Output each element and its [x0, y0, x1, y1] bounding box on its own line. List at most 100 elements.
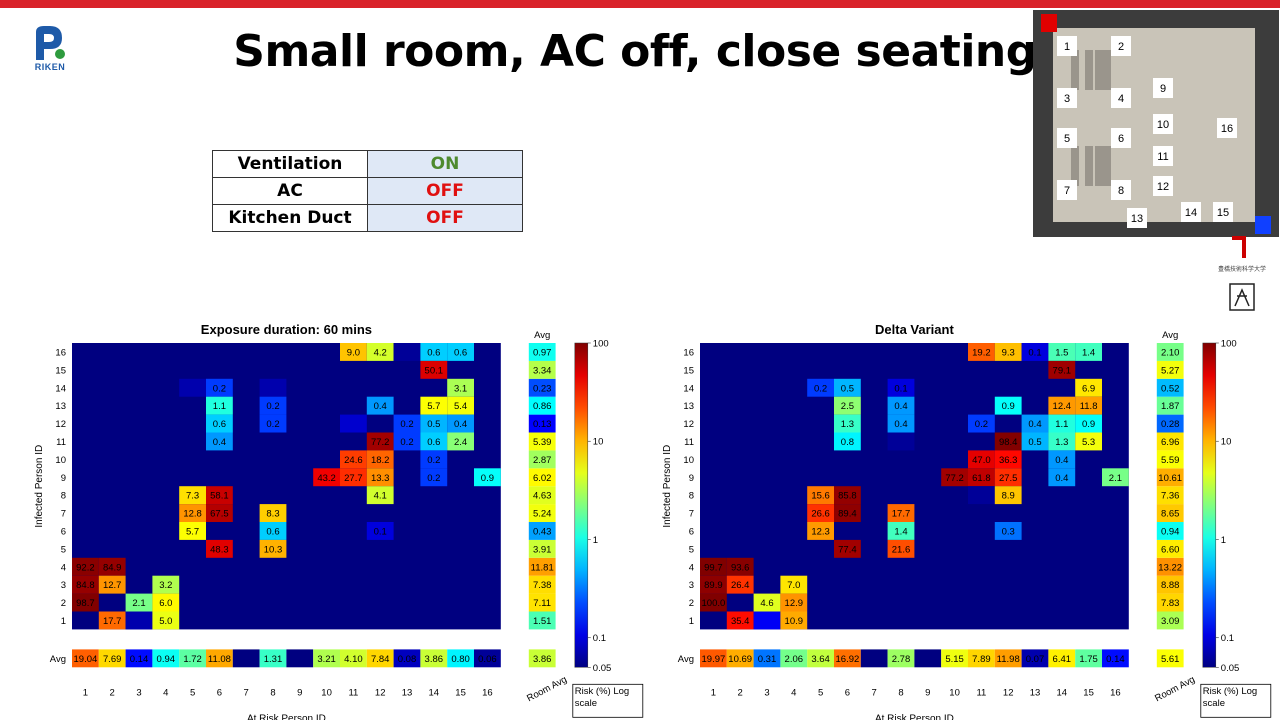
col-avg-fill	[393, 649, 421, 668]
row-avg-cell: 13.22	[1156, 557, 1184, 576]
heatmap-cell-fill	[72, 593, 99, 612]
seat-label-text: 5	[1064, 133, 1070, 145]
seat-label-text: 10	[1157, 119, 1169, 131]
heatmap-cell-label: 43.2	[317, 473, 336, 484]
heatmap-cell-label: 26.6	[811, 509, 830, 520]
heatmap-cell-fill	[834, 414, 861, 433]
heatmap-cell-fill	[340, 414, 367, 433]
heatmap-cell-label: 0.6	[266, 526, 279, 537]
heatmap-cell: 17.7	[887, 504, 915, 522]
row-avg-fill	[528, 468, 556, 487]
heatmap-cell-fill	[152, 593, 180, 612]
heatmap-cell-label: 98.7	[76, 598, 95, 609]
heatmap-cell-fill	[366, 343, 394, 361]
col-avg-fill	[834, 649, 861, 668]
heatmap-cell: 0.4	[887, 414, 915, 433]
col-avg-cell: 7.69	[98, 649, 126, 668]
condition-value: OFF	[367, 204, 523, 232]
heatmap-cell: 9.0	[340, 343, 367, 361]
col-avg-label: 0.07	[1026, 654, 1045, 665]
col-avg-cell: 1.75	[1075, 649, 1102, 668]
heatmap-cell: 84.9	[98, 557, 126, 576]
seat-label-text: 16	[1221, 123, 1233, 135]
row-avg-fill	[1156, 575, 1184, 594]
heatmap-cell-label: 0.9	[1082, 419, 1095, 430]
condition-value: ON	[367, 150, 523, 178]
heatmap-cell-label: 0.6	[427, 437, 440, 448]
row-avg-cell: 8.88	[1156, 575, 1184, 594]
seated-figure	[1071, 50, 1079, 90]
colorbar-tick-label: 0.05	[593, 663, 612, 674]
heatmap-cell-fill	[206, 539, 233, 558]
heatmap-cell: 3.2	[152, 575, 180, 594]
x-tick-label: 14	[1057, 687, 1068, 698]
heatmap-cell-label: 6.9	[1082, 383, 1095, 394]
heatmap-cell: 0.6	[420, 432, 448, 451]
heatmap-cell-fill	[98, 557, 126, 576]
heatmap-cell-label: 2.1	[132, 598, 145, 609]
heatmap-cell-label: 10.9	[785, 616, 804, 627]
row-avg-cell: 0.28	[1156, 414, 1184, 433]
room-avg-cell: 5.61	[1156, 649, 1184, 668]
row-avg-fill	[1156, 557, 1184, 576]
col-avg-fill	[420, 649, 448, 668]
row-avg-fill	[528, 522, 556, 540]
col-avg-label: 0.08	[398, 654, 417, 665]
seated-figure	[1085, 146, 1093, 186]
heatmap-cell: 0.1	[887, 378, 915, 397]
heatmap-cell: 13.3	[366, 468, 394, 487]
heatmap-cell: 0.4	[1021, 414, 1049, 433]
room-avg-value: 3.86	[533, 654, 552, 665]
col-avg-cell: 19.04	[72, 649, 99, 668]
col-avg-fill	[968, 649, 995, 668]
avg-column-label: Avg	[534, 330, 550, 341]
heatmap-cell-fill	[807, 378, 834, 397]
heatmap-cell-fill	[1021, 414, 1049, 433]
heatmap-cell: 1.1	[1048, 414, 1076, 433]
heatmap-cell	[887, 432, 915, 451]
y-tick-label: 15	[55, 365, 66, 376]
heatmap-cell-fill	[834, 486, 861, 505]
heatmap-cell-label: 13.3	[371, 473, 390, 484]
colorbar-tick-label: 10	[1221, 437, 1232, 448]
seat-label-text: 15	[1217, 207, 1229, 219]
y-tick-label: 16	[683, 347, 694, 358]
avg-row-label: Avg	[50, 654, 66, 665]
riken-logo: RIKEN	[30, 22, 70, 76]
heatmap-cell: 0.2	[393, 414, 421, 433]
heatmap-cell: 21.6	[887, 539, 915, 558]
x-tick-label: 6	[217, 687, 222, 698]
seat-label-box	[1111, 180, 1131, 200]
heatmap-cell: 9.3	[994, 343, 1022, 361]
heatmap-cell-label: 0.1	[1028, 347, 1041, 358]
colorbar-tick-label: 100	[1221, 339, 1237, 350]
heatmap-cell-fill	[393, 414, 421, 433]
heatmap-cell-fill	[420, 468, 448, 487]
conditions-table: Ventilation ON AC OFF Kitchen Duct OFF	[212, 150, 523, 232]
seat-label-box	[1153, 176, 1173, 196]
heatmap-cell: 10.3	[259, 539, 287, 558]
room-avg-cell: 3.86	[528, 649, 556, 668]
seat-label-2: 2	[1111, 36, 1131, 56]
heatmap-cell: 4.2	[366, 343, 394, 361]
col-avg-label: 5.15	[945, 654, 964, 665]
y-tick-label: 13	[683, 401, 694, 412]
heatmap-cell-fill	[206, 432, 233, 451]
row-avg-fill	[1156, 522, 1184, 540]
heatmap-cell: 67.5	[206, 504, 233, 522]
col-avg-fill	[98, 649, 126, 668]
heatmap-cell-fill	[834, 396, 861, 415]
seated-figure	[1085, 50, 1093, 90]
y-tick-label: 1	[689, 616, 694, 627]
col-avg-fill	[1075, 649, 1102, 668]
heatmap-cell-fill	[259, 378, 287, 397]
heatmap-cell-label: 5.4	[454, 401, 467, 412]
row-avg-fill	[1156, 378, 1184, 397]
col-avg-cell: 0.06	[474, 649, 501, 668]
heatmap-cell	[968, 486, 995, 505]
heatmap-cell-fill	[1021, 343, 1049, 361]
heatmap-cell-fill	[474, 468, 501, 487]
col-avg-fill	[726, 649, 754, 668]
x-tick-label: 2	[738, 687, 743, 698]
